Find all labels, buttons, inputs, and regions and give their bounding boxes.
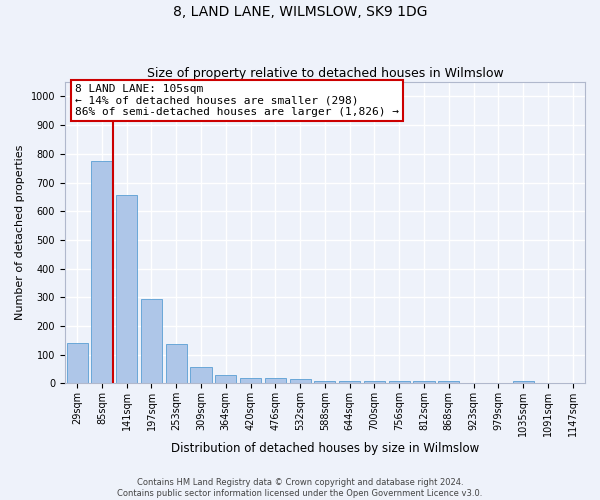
Bar xyxy=(190,367,212,384)
Text: 8, LAND LANE, WILMSLOW, SK9 1DG: 8, LAND LANE, WILMSLOW, SK9 1DG xyxy=(173,5,427,19)
Bar xyxy=(562,383,583,384)
Text: 8 LAND LANE: 105sqm
← 14% of detached houses are smaller (298)
86% of semi-detac: 8 LAND LANE: 105sqm ← 14% of detached ho… xyxy=(75,84,399,117)
Bar xyxy=(265,378,286,384)
Bar xyxy=(488,383,509,384)
Bar xyxy=(141,299,162,384)
Bar xyxy=(512,380,533,384)
Bar xyxy=(364,382,385,384)
Bar xyxy=(116,196,137,384)
Bar xyxy=(463,383,484,384)
Bar xyxy=(290,380,311,384)
Bar xyxy=(91,161,112,384)
Bar xyxy=(438,382,459,384)
Bar xyxy=(538,383,559,384)
Bar xyxy=(314,382,335,384)
Bar xyxy=(215,376,236,384)
Y-axis label: Number of detached properties: Number of detached properties xyxy=(15,145,25,320)
Bar xyxy=(67,343,88,384)
Bar xyxy=(240,378,261,384)
X-axis label: Distribution of detached houses by size in Wilmslow: Distribution of detached houses by size … xyxy=(171,442,479,455)
Text: Contains HM Land Registry data © Crown copyright and database right 2024.
Contai: Contains HM Land Registry data © Crown c… xyxy=(118,478,482,498)
Title: Size of property relative to detached houses in Wilmslow: Size of property relative to detached ho… xyxy=(146,66,503,80)
Bar xyxy=(339,382,360,384)
Bar xyxy=(413,381,434,384)
Bar xyxy=(166,344,187,384)
Bar xyxy=(389,381,410,384)
